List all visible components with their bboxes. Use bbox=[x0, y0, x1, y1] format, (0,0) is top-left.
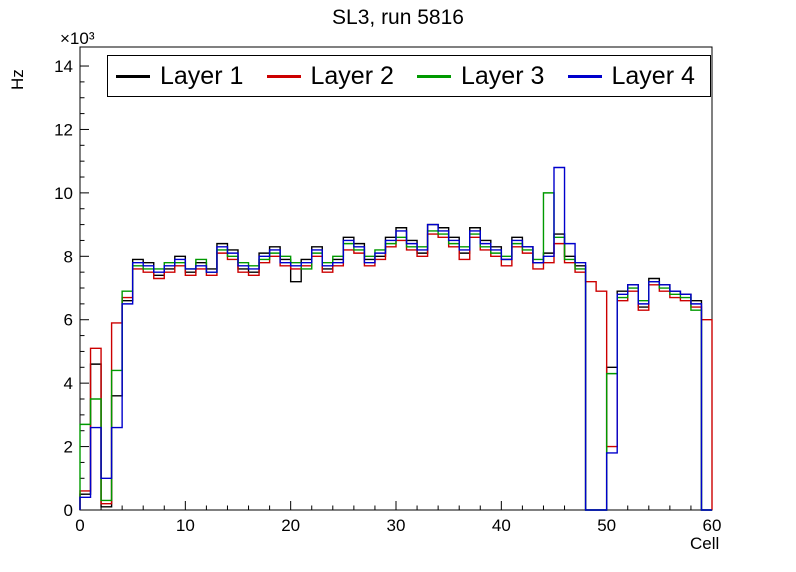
x-tick-label: 60 bbox=[703, 516, 722, 535]
legend-line-sample bbox=[417, 74, 451, 78]
x-tick-label: 30 bbox=[387, 516, 406, 535]
x-tick-label: 50 bbox=[597, 516, 616, 535]
legend-entry-layer-3: Layer 3 bbox=[409, 62, 560, 91]
y-tick-label: 0 bbox=[64, 501, 73, 520]
chart-title: SL3, run 5816 bbox=[332, 6, 464, 29]
legend-line-sample bbox=[266, 74, 301, 78]
x-tick-label: 0 bbox=[75, 516, 84, 535]
series-layer-4 bbox=[79, 166, 712, 511]
x-tick-label: 20 bbox=[281, 516, 300, 535]
x-tick-label: 40 bbox=[492, 516, 511, 535]
legend-label: Layer 1 bbox=[160, 61, 244, 90]
legend-line-sample bbox=[116, 74, 150, 78]
y-tick-label: 14 bbox=[54, 57, 73, 76]
legend-entry-layer-4: Layer 4 bbox=[560, 62, 711, 91]
legend-entry-layer-1: Layer 1 bbox=[108, 62, 259, 91]
legend-entry-layer-2: Layer 2 bbox=[259, 62, 410, 91]
legend-label: Layer 3 bbox=[461, 61, 545, 90]
y-tick-label: 4 bbox=[64, 374, 73, 393]
legend-line-sample bbox=[567, 74, 602, 78]
y-axis-title: Hz bbox=[8, 69, 27, 90]
y-tick-label: 2 bbox=[64, 438, 73, 457]
legend-label: Layer 2 bbox=[310, 61, 394, 90]
x-tick-label: 10 bbox=[176, 516, 195, 535]
legend-label: Layer 4 bbox=[611, 61, 695, 90]
y-tick-label: 10 bbox=[54, 184, 73, 203]
legend: Layer 1 Layer 2 Layer 3 Layer 4 bbox=[107, 55, 711, 97]
y-axis-multiplier: ×10³ bbox=[60, 29, 95, 48]
y-tick-label: 12 bbox=[54, 120, 73, 139]
y-tick-label: 8 bbox=[64, 247, 73, 266]
x-axis-title: Cell bbox=[690, 534, 720, 553]
y-tick-label: 6 bbox=[64, 311, 73, 330]
